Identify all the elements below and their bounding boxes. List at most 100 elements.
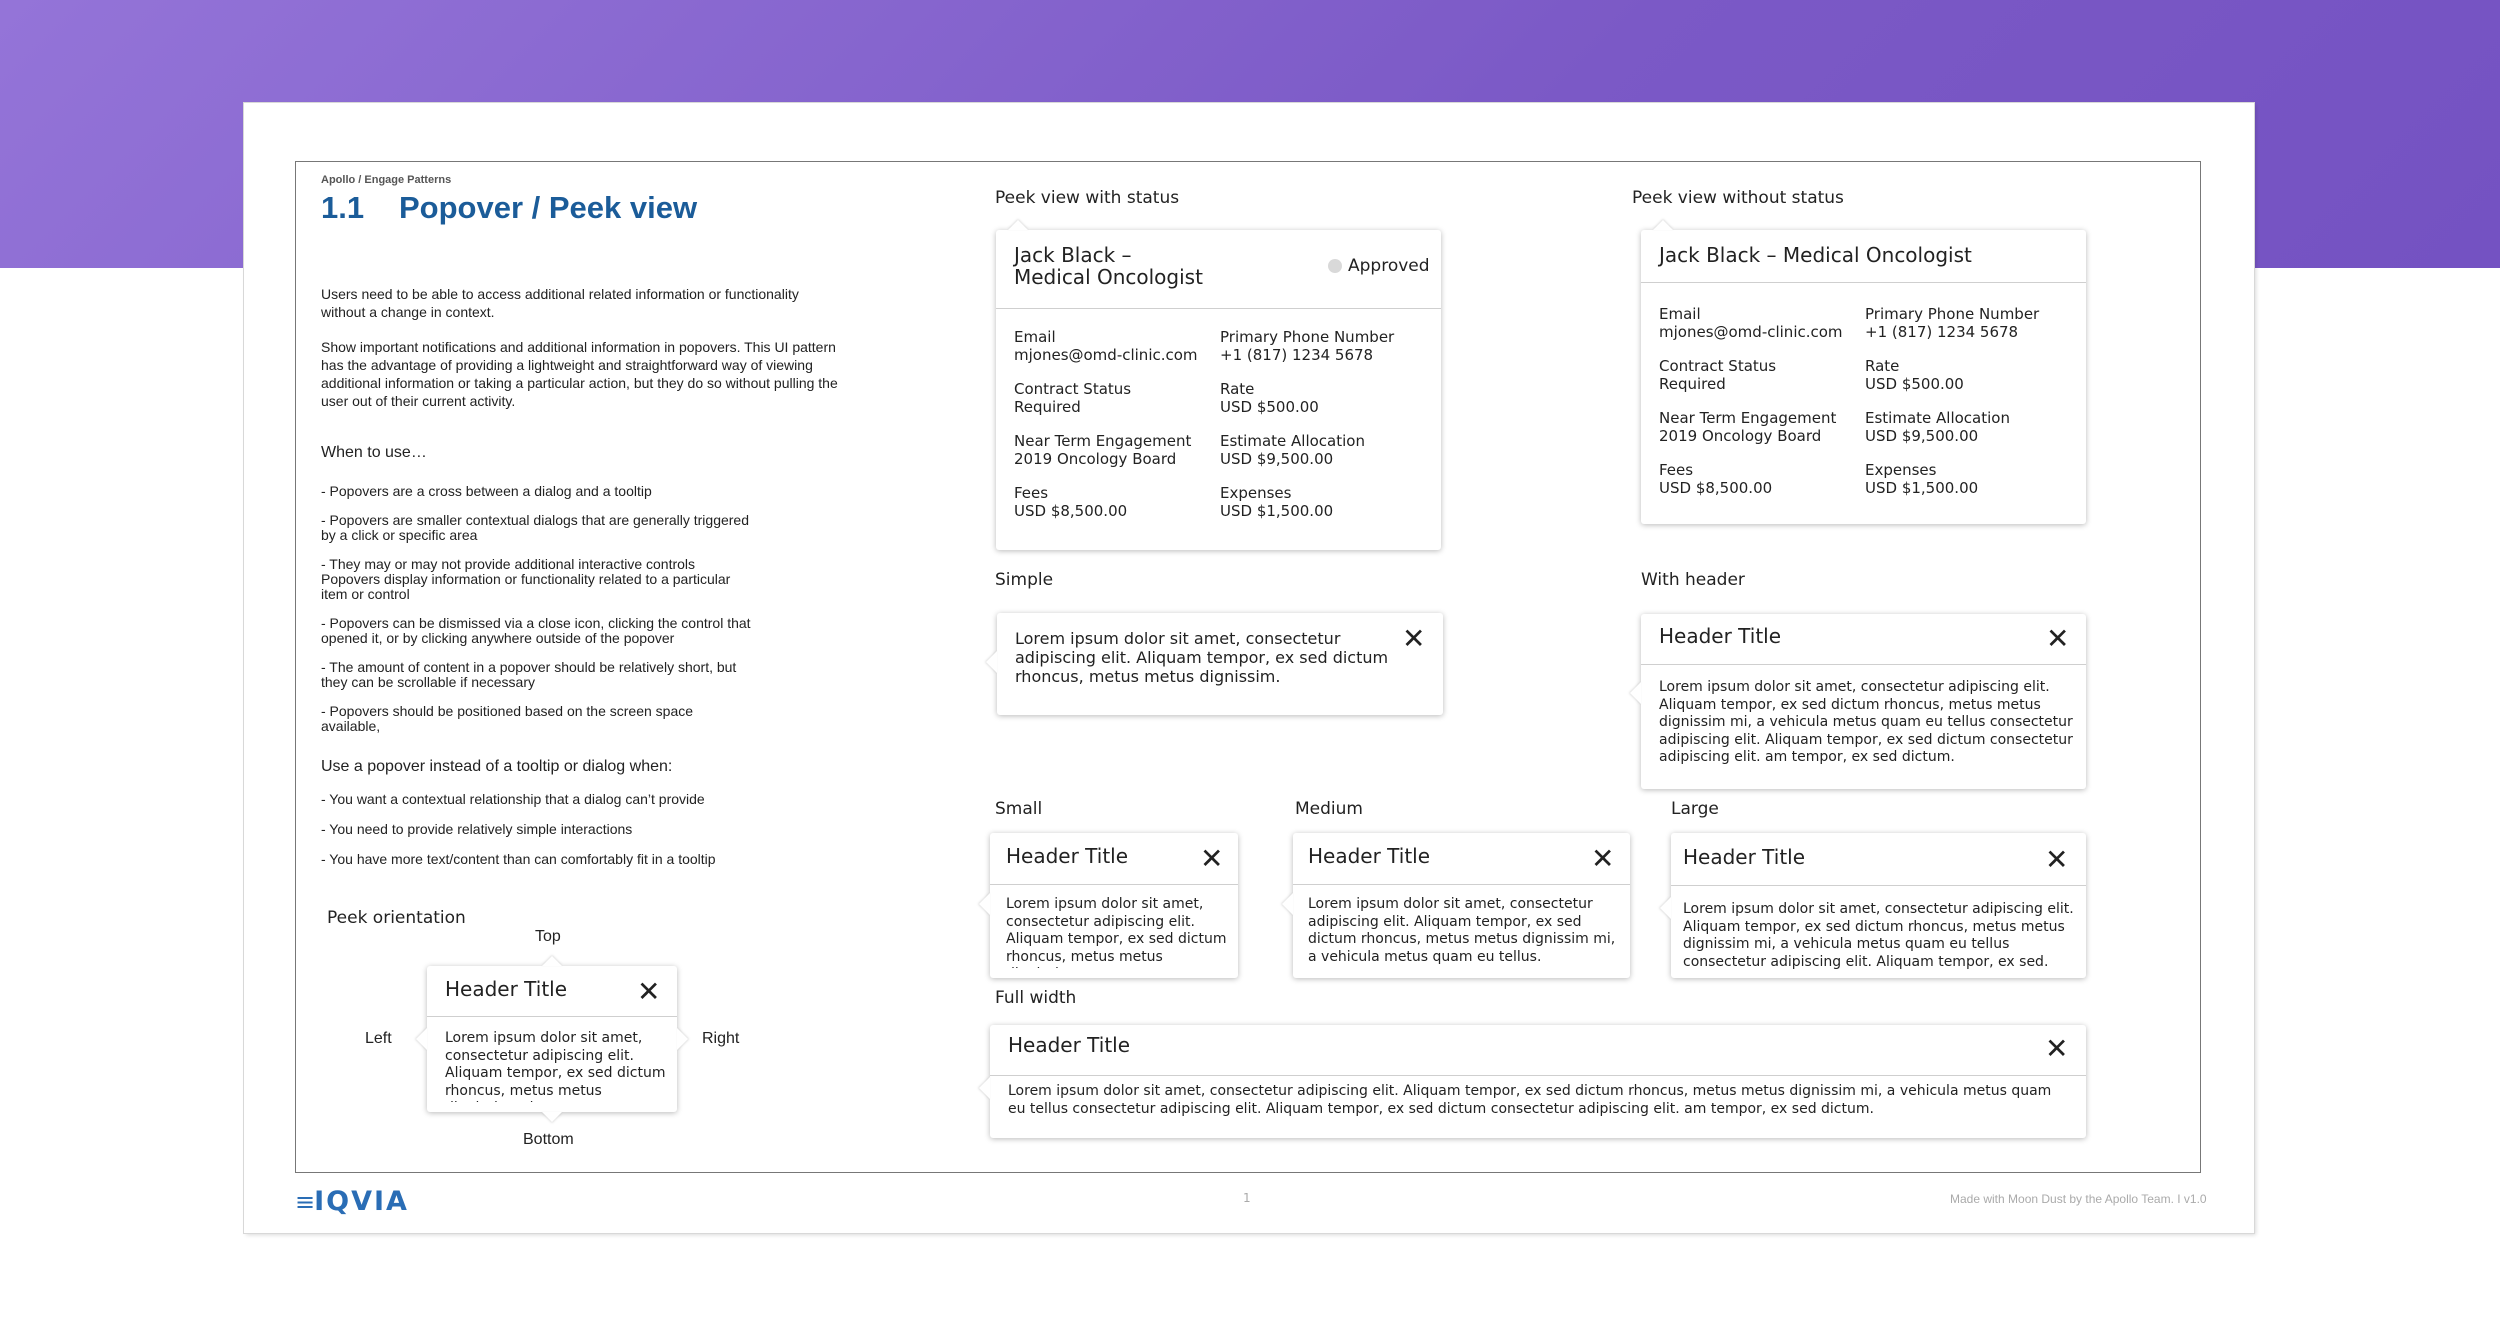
popover-header-title: Header Title: [1683, 845, 1806, 869]
field-contract-status: Contract Status Required: [1659, 357, 1776, 393]
field-rate: Rate USD $500.00: [1865, 357, 1964, 393]
field-value: USD $8,500.00: [1659, 479, 1773, 497]
peek-nostatus-card: Jack Black – Medical Oncologist Email mjo…: [1641, 220, 2086, 524]
peek-header: Jack Black – Medical Oncologist Approved: [996, 230, 1441, 309]
close-icon[interactable]: ✕: [1402, 622, 1426, 655]
popover-header-title: Header Title: [1308, 844, 1431, 868]
instead-heading: Use a popover instead of a tooltip or di…: [321, 758, 673, 775]
field-fees: Fees USD $8,500.00: [1014, 484, 1127, 520]
popover-header: Header Title ✕: [1293, 833, 1630, 885]
field-label: Primary Phone Number: [1865, 305, 2040, 323]
peek-name-line1: Jack Black –: [1014, 243, 1132, 267]
left-arrow: [416, 1028, 427, 1050]
popover-arrow: [1008, 220, 1028, 230]
field-label: Near Term Engagement: [1659, 409, 1837, 427]
field-value: Required: [1659, 375, 1726, 393]
page-title: 1.1 Popover / Peek view: [321, 190, 697, 226]
field-label: Near Term Engagement: [1014, 432, 1192, 450]
field-value: mjones@omd-clinic.com: [1014, 346, 1198, 364]
field-phone: Primary Phone Number +1 (817) 1234 5678: [1220, 328, 1394, 364]
section-title: Popover / Peek view: [399, 190, 698, 225]
top-arrow: [542, 956, 562, 966]
peek-status-label: Peek view with status: [995, 188, 1180, 208]
field-label: Rate: [1220, 380, 1255, 398]
field-fees: Fees USD $8,500.00: [1659, 461, 1772, 497]
popover-body: Lorem ipsum dolor sit amet, consectetur …: [1006, 896, 1227, 968]
status-dot-icon: [1328, 259, 1342, 273]
instead-item: - You need to provide relatively simple …: [321, 821, 633, 837]
breadcrumb: Apollo / Engage Patterns: [321, 174, 452, 186]
close-icon[interactable]: ✕: [2046, 622, 2070, 655]
peek-name: Jack Black – Medical Oncologist: [1659, 243, 1972, 267]
orientation-popover: Header Title ✕ Lorem ipsum dolor sit ame…: [416, 956, 688, 1122]
section-number: 1.1: [321, 190, 365, 225]
orientation-label: Peek orientation: [327, 908, 466, 928]
orientation-right-label: Right: [702, 1030, 740, 1047]
field-value: USD $1,500.00: [1865, 479, 1979, 497]
popover-body: Lorem ipsum dolor sit amet, consectetur …: [1008, 1083, 2052, 1117]
logo-stripes-icon: ≡: [295, 1188, 315, 1216]
peek-status-card: Jack Black – Medical Oncologist Approved …: [996, 220, 1441, 550]
field-near-term: Near Term Engagement 2019 Oncology Board: [1014, 432, 1191, 468]
full-width-label: Full width: [995, 988, 1077, 1008]
field-label: Fees: [1659, 461, 1694, 479]
popover-header-title: Header Title: [445, 977, 568, 1001]
instead-item: - You have more text/content than can co…: [321, 851, 716, 867]
field-rate: Rate USD $500.00: [1220, 380, 1319, 416]
logo-text: IQVIA: [314, 1186, 409, 1217]
field-label: Contract Status: [1014, 380, 1132, 398]
when-item: - Popovers are a cross between a dialog …: [321, 483, 652, 499]
popover-arrow: [986, 651, 997, 673]
field-contract-status: Contract Status Required: [1014, 380, 1131, 416]
field-email: Email mjones@omd-clinic.com: [1659, 305, 1843, 341]
popover-arrow: [979, 893, 990, 915]
field-value: +1 (817) 1234 5678: [1220, 346, 1374, 364]
popover-arrow: [979, 1077, 990, 1099]
close-icon[interactable]: ✕: [1200, 842, 1224, 875]
with-header-label: With header: [1641, 570, 1745, 590]
field-value: 2019 Oncology Board: [1659, 427, 1822, 445]
field-value: 2019 Oncology Board: [1014, 450, 1177, 468]
field-value: USD $1,500.00: [1220, 502, 1334, 520]
right-arrow: [677, 1028, 688, 1050]
popover-arrow: [1630, 682, 1641, 704]
popover-arrow: [1653, 220, 1673, 230]
field-label: Fees: [1014, 484, 1049, 502]
field-label: Contract Status: [1659, 357, 1777, 375]
when-heading: When to use…: [321, 444, 427, 461]
field-label: Email: [1659, 305, 1701, 323]
medium-label: Medium: [1295, 799, 1363, 819]
popover-body: Lorem ipsum dolor sit amet, consectetur …: [1659, 679, 2073, 765]
simple-popover: Lorem ipsum dolor sit amet, consectetur …: [986, 613, 1443, 715]
popover-header: Header Title ✕: [427, 966, 677, 1017]
field-allocation: Estimate Allocation USD $9,500.00: [1220, 432, 1365, 468]
large-label: Large: [1671, 799, 1719, 819]
bottom-arrow: [542, 1112, 562, 1122]
popover-arrow: [1660, 897, 1671, 919]
field-label: Email: [1014, 328, 1056, 346]
field-value: USD $500.00: [1865, 375, 1964, 393]
when-item: - Popovers are smaller contextual dialog…: [321, 512, 750, 543]
orientation-top-label: Top: [535, 928, 561, 945]
field-allocation: Estimate Allocation USD $9,500.00: [1865, 409, 2010, 445]
when-item: - They may or may not provide additional…: [321, 556, 731, 602]
field-label: Primary Phone Number: [1220, 328, 1395, 346]
field-value: +1 (817) 1234 5678: [1865, 323, 2019, 341]
with-header-popover: Header Title ✕ Lorem ipsum dolor sit ame…: [1630, 614, 2086, 789]
close-icon[interactable]: ✕: [2045, 843, 2069, 876]
page-number: 1: [1243, 1191, 1251, 1205]
footer-credit: Made with Moon Dust by the Apollo Team. …: [1950, 1192, 2207, 1206]
close-icon[interactable]: ✕: [1591, 842, 1615, 875]
peek-name-line2: Medical Oncologist: [1014, 265, 1203, 289]
small-popover: Header Title ✕ Lorem ipsum dolor sit ame…: [979, 833, 1238, 978]
field-expenses: Expenses USD $1,500.00: [1220, 484, 1333, 520]
close-icon[interactable]: ✕: [2045, 1032, 2069, 1065]
field-label: Estimate Allocation: [1220, 432, 1365, 450]
close-icon[interactable]: ✕: [637, 975, 661, 1008]
small-label: Small: [995, 799, 1043, 819]
simple-body: Lorem ipsum dolor sit amet, consectetur …: [1015, 629, 1389, 686]
popover-header-title: Header Title: [1008, 1033, 1131, 1057]
intro-paragraph-1: Users need to be able to access addition…: [321, 286, 799, 320]
field-label: Expenses: [1220, 484, 1292, 502]
large-popover: Header Title ✕ Lorem ipsum dolor sit ame…: [1660, 833, 2086, 978]
